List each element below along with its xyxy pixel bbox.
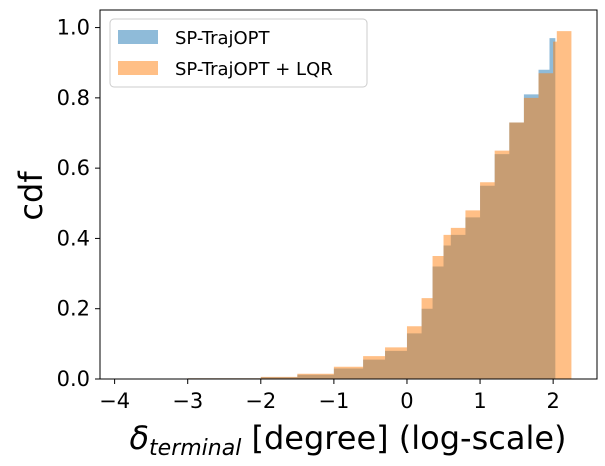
x-axis-label: δterminal [degree] (log-scale): [129, 419, 566, 461]
x-tick-label: −3: [172, 389, 203, 413]
x-tick-label: −1: [318, 389, 349, 413]
y-tick-label: 0.0: [57, 367, 90, 391]
x-axis-label-subscript: terminal: [149, 436, 241, 461]
legend-label-sp-trajopt: SP-TrajOPT: [175, 28, 271, 49]
x-tick-label: 0: [400, 389, 413, 413]
series-layer: [114, 27, 572, 379]
y-tick-label: 0.8: [57, 86, 90, 110]
x-tick-label: −4: [99, 389, 130, 413]
y-axis: 0.0 0.2 0.4 0.6 0.8 1.0: [57, 16, 100, 391]
legend-swatch-sp-trajopt: [118, 30, 158, 44]
x-axis-label-rest: [degree] (log-scale): [241, 419, 566, 457]
axes-frame: [99, 9, 598, 380]
series-area-1: [114, 27, 572, 379]
legend: SP-TrajOPT SP-TrajOPT + LQR: [109, 18, 368, 88]
y-tick-label: 0.2: [57, 297, 90, 321]
y-axis-label: cdf: [12, 171, 50, 221]
x-axis: −4 −3 −2 −1 0 1 2: [99, 379, 560, 413]
y-tick-label: 1.0: [57, 16, 90, 40]
legend-box: [109, 18, 368, 88]
legend-swatch-sp-trajopt-lqr: [118, 61, 158, 75]
x-axis-label-delta: δ: [129, 419, 149, 457]
y-tick-label: 0.6: [57, 156, 90, 180]
x-tick-label: −2: [245, 389, 276, 413]
x-tick-label: 1: [473, 389, 486, 413]
y-tick-label: 0.4: [57, 226, 90, 250]
legend-label-sp-trajopt-lqr: SP-TrajOPT + LQR: [175, 59, 333, 80]
x-tick-label: 2: [546, 389, 559, 413]
